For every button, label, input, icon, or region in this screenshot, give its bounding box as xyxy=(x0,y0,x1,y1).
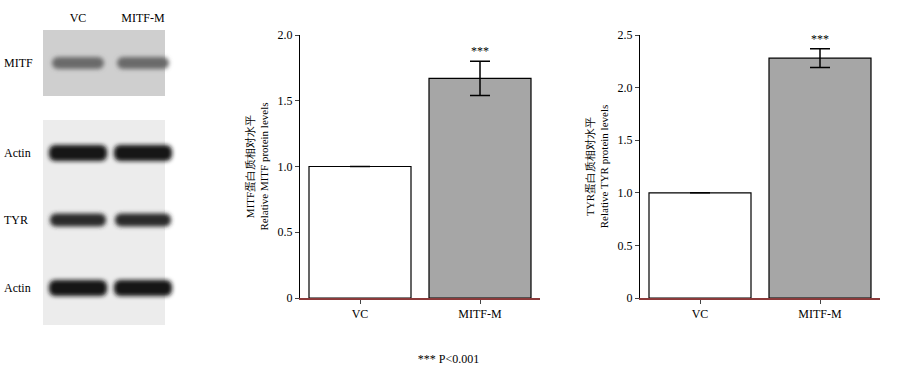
svg-text:2.5: 2.5 xyxy=(618,28,633,42)
svg-text:2.0: 2.0 xyxy=(278,28,293,42)
svg-text:MITF蛋白质相对水平Relative MITF prote: MITF蛋白质相对水平Relative MITF protein levels xyxy=(244,103,270,231)
svg-text:2.0: 2.0 xyxy=(618,81,633,95)
svg-text:VC: VC xyxy=(352,307,369,321)
svg-text:1.0: 1.0 xyxy=(278,160,293,174)
svg-text:0: 0 xyxy=(627,291,633,305)
svg-text:MITF-M: MITF-M xyxy=(798,307,842,321)
svg-text:TYR: TYR xyxy=(4,213,28,227)
svg-text:***: *** xyxy=(811,32,829,46)
svg-text:TYR蛋白质相对水平Relative TYR protein: TYR蛋白质相对水平Relative TYR protein levels xyxy=(584,105,610,229)
svg-text:1.5: 1.5 xyxy=(278,94,293,108)
svg-text:1.5: 1.5 xyxy=(618,133,633,147)
svg-text:0.5: 0.5 xyxy=(278,225,293,239)
svg-text:0: 0 xyxy=(287,291,293,305)
svg-text:1.0: 1.0 xyxy=(618,186,633,200)
svg-text:Actin: Actin xyxy=(4,146,31,160)
svg-text:MITF-M: MITF-M xyxy=(458,307,502,321)
svg-text:MITF-M: MITF-M xyxy=(121,11,165,25)
svg-text:MITF: MITF xyxy=(4,56,33,70)
svg-text:0.5: 0.5 xyxy=(618,239,633,253)
svg-text:Actin: Actin xyxy=(4,281,31,295)
svg-text:VC: VC xyxy=(692,307,709,321)
svg-text:***: *** xyxy=(471,44,489,58)
html-text:*** P<0.001: *** P<0.001 xyxy=(417,352,480,366)
svg-text:VC: VC xyxy=(70,11,87,25)
